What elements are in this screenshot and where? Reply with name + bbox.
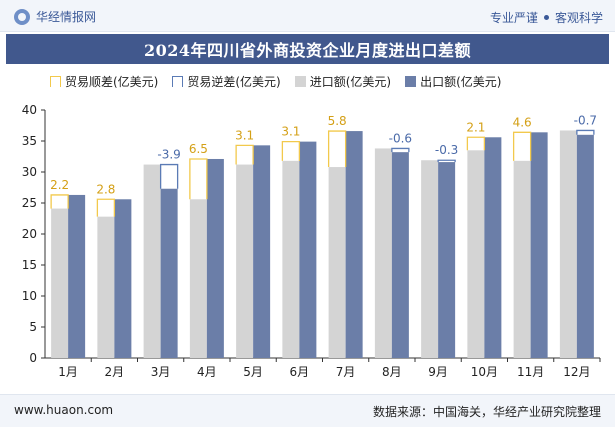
- bar-export: [299, 141, 317, 358]
- x-tick-label: 6月: [290, 365, 310, 379]
- balance-label: -0.6: [389, 131, 412, 145]
- y-tick-label: 5: [29, 320, 37, 334]
- bar-export: [68, 194, 86, 358]
- balance-surplus-outline: [189, 158, 208, 200]
- balance-label: -0.7: [574, 113, 597, 127]
- bar-export: [391, 152, 409, 358]
- chart-title: 2024年四川省外商投资企业月度进出口差额: [143, 41, 472, 60]
- bar-import: [374, 148, 392, 358]
- brand-logo-icon: [14, 8, 30, 25]
- bar-export: [576, 134, 594, 358]
- balance-label: 6.5: [189, 142, 208, 156]
- balance-label: 3.1: [235, 128, 254, 142]
- bar-export: [484, 137, 502, 358]
- tag-left: 专业严谨: [489, 11, 538, 25]
- legend-swatch-export: [405, 76, 417, 87]
- x-tick-label: 4月: [197, 365, 217, 379]
- bar-import: [282, 160, 300, 358]
- top-bar: 华经情报网 专业严谨 客观科学: [0, 0, 615, 32]
- x-tick-label: 2月: [105, 365, 125, 379]
- x-tick-label: 8月: [382, 365, 402, 379]
- balance-label: -3.9: [157, 148, 180, 162]
- y-tick-label: 20: [22, 227, 37, 241]
- x-tick-label: 12月: [563, 365, 590, 379]
- bar-chart: 0 5 10 15 20 25 30 35 40 2.2 1月 2.8 2月 -3.9 3月 6.5 4月 3.1…: [22, 103, 601, 379]
- balance-label: 2.1: [466, 120, 485, 134]
- x-tick-label: 1月: [58, 365, 78, 379]
- legend-swatch-surplus: [50, 76, 61, 87]
- bar-export: [253, 145, 271, 358]
- x-tick-label: 3月: [151, 365, 171, 379]
- balance-deficit-outline: [437, 159, 456, 163]
- legend-label-export: 出口额(亿美元): [420, 75, 502, 89]
- bar-import: [513, 160, 531, 358]
- x-tick-label: 9月: [428, 365, 448, 379]
- brand: 华经情报网: [14, 8, 96, 25]
- legend-item-export: 出口额(亿美元): [405, 73, 502, 90]
- legend: 贸易顺差(亿美元) 贸易逆差(亿美元) 进口额(亿美元) 出口额(亿美元): [50, 73, 502, 90]
- x-tick-label: 11月: [517, 365, 544, 379]
- bar-import: [143, 164, 161, 358]
- bar-export: [206, 158, 224, 358]
- balance-surplus-outline: [327, 130, 347, 168]
- y-tick-label: 15: [22, 258, 37, 272]
- tag-right: 客观科学: [554, 11, 603, 25]
- bar-export: [438, 162, 456, 358]
- balance-label: 2.8: [96, 182, 115, 196]
- bar-import: [421, 160, 439, 358]
- balance-surplus-outline: [281, 140, 301, 161]
- legend-swatch-import: [294, 76, 306, 87]
- y-tick-label: 30: [22, 165, 37, 179]
- bar-import: [559, 130, 577, 358]
- balance-label: 3.1: [281, 125, 300, 139]
- balance-label: 4.6: [513, 115, 532, 129]
- balance-deficit-outline: [576, 129, 595, 135]
- brand-name: 华经情报网: [36, 10, 97, 24]
- balance-surplus-outline: [96, 198, 116, 217]
- legend-label-import: 进口额(亿美元): [309, 75, 392, 89]
- balance-deficit-outline: [391, 147, 410, 153]
- balance-deficit-outline: [159, 163, 179, 189]
- legend-label-surplus: 贸易顺差(亿美元): [65, 75, 159, 89]
- bar-import: [51, 208, 69, 358]
- footer-source: 数据来源：中国海关，华经产业研究院整理: [372, 405, 601, 419]
- y-tick-label: 25: [22, 196, 37, 210]
- legend-item-surplus: 贸易顺差(亿美元): [50, 73, 158, 90]
- y-tick-label: 0: [29, 351, 37, 365]
- legend-swatch-deficit: [172, 76, 184, 87]
- bar-export: [530, 132, 548, 358]
- bar-import: [189, 199, 207, 358]
- title-bar: 2024年四川省外商投资企业月度进出口差额: [6, 34, 609, 64]
- bar-export: [345, 131, 363, 358]
- bar-import: [467, 150, 485, 358]
- balance-surplus-outline: [512, 131, 532, 161]
- x-tick-label: 10月: [471, 365, 498, 379]
- balance-surplus-outline: [235, 144, 254, 165]
- balance-label: 2.2: [50, 178, 69, 192]
- bar-import: [97, 216, 115, 358]
- balance-surplus-outline: [50, 194, 69, 209]
- header-tags: 专业严谨 客观科学: [490, 9, 603, 26]
- x-tick-label: 7月: [336, 365, 356, 379]
- bar-import: [328, 167, 346, 358]
- bullet-dot-icon: [543, 15, 549, 20]
- bar-export: [160, 188, 178, 358]
- legend-item-import: 进口额(亿美元): [294, 73, 392, 90]
- y-tick-label: 10: [22, 289, 37, 303]
- legend-label-deficit: 贸易逆差(亿美元): [187, 75, 281, 89]
- balance-surplus-outline: [466, 136, 486, 151]
- footer-site: www.huaon.com: [14, 403, 114, 417]
- bar-import: [236, 164, 254, 358]
- x-tick-label: 5月: [243, 365, 263, 379]
- legend-item-deficit: 贸易逆差(亿美元): [172, 73, 281, 90]
- balance-label: -0.3: [435, 143, 458, 157]
- balance-label: 5.8: [328, 114, 347, 128]
- bar-export: [114, 199, 132, 358]
- footer: www.huaon.com 数据来源：中国海关，华经产业研究院整理: [0, 394, 615, 427]
- y-tick-label: 40: [22, 103, 37, 117]
- y-tick-label: 35: [22, 134, 37, 148]
